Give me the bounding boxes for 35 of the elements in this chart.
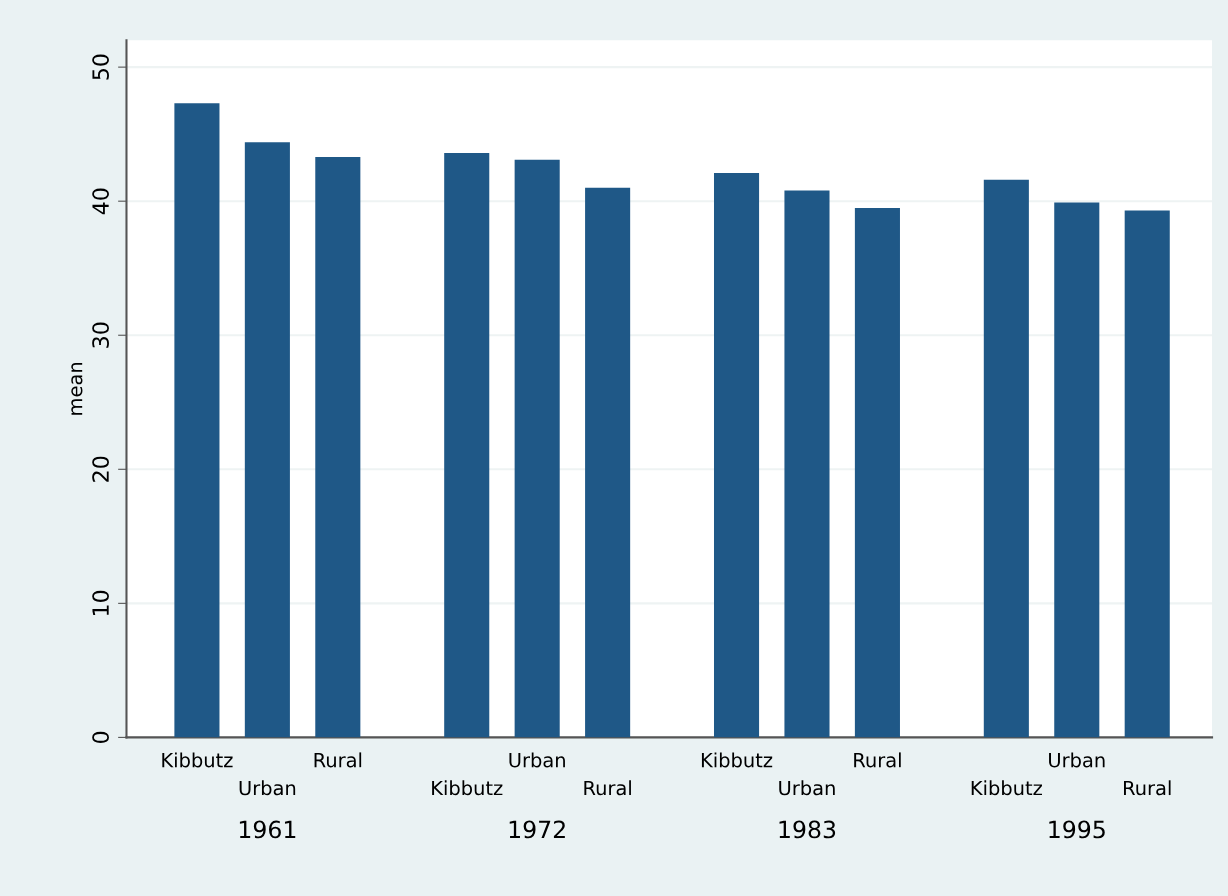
bar — [1124, 210, 1170, 738]
bar — [713, 173, 760, 738]
bar — [784, 190, 830, 738]
bar — [174, 103, 220, 738]
x-tick-label: 1983 — [779, 820, 836, 839]
x-tick-label: 1972 — [509, 820, 565, 839]
y-tick-label: 40 — [92, 188, 109, 215]
text: Kibbutz — [432, 780, 503, 796]
series-label: Kibbutz — [701, 752, 773, 768]
text: Urban — [779, 780, 835, 796]
text: Kibbutz — [971, 780, 1042, 796]
x-tick-label: 1961 — [239, 820, 296, 839]
bar — [585, 187, 631, 738]
y-tick-label: 0 — [92, 731, 109, 744]
bar — [1054, 202, 1100, 738]
bar — [444, 152, 490, 738]
bar — [854, 207, 900, 738]
text: Urban — [1049, 752, 1105, 768]
y-tick-label: 20 — [92, 456, 109, 482]
x-tick-label: 1995 — [1049, 820, 1105, 839]
y-tick-label: 10 — [92, 590, 109, 616]
y-tick-label: 50 — [92, 54, 109, 80]
text: Rural — [314, 752, 362, 768]
bar — [983, 179, 1029, 738]
text: Rural — [1124, 780, 1171, 796]
y-axis-title: mean — [71, 362, 83, 415]
series-label: Rural — [854, 752, 901, 768]
text: Rural — [584, 780, 631, 796]
bar — [514, 159, 560, 738]
y-tick-label: 30 — [92, 322, 109, 348]
text: Kibbutz — [162, 752, 233, 768]
bar — [244, 142, 290, 738]
series-label: Urban — [509, 752, 565, 768]
bar — [315, 156, 361, 738]
text: Urban — [239, 780, 296, 796]
